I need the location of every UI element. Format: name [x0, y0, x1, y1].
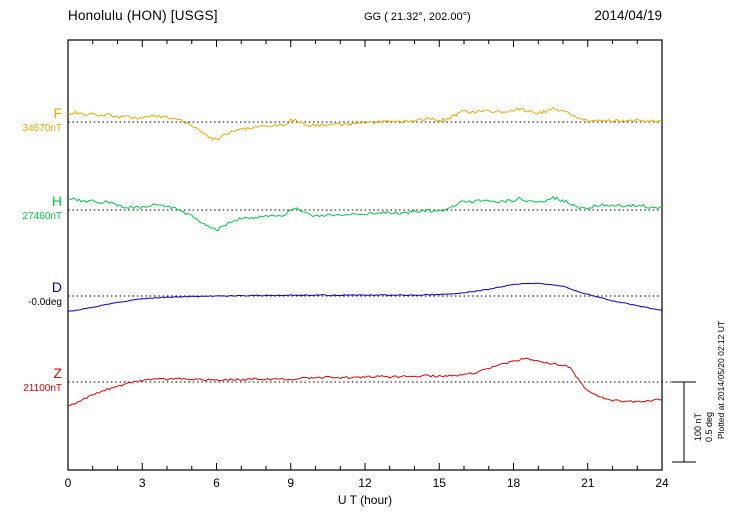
x-tick-label: 9 — [287, 476, 295, 490]
x-tick-label: 24 — [655, 476, 669, 490]
x-tick-label: 6 — [213, 476, 220, 490]
x-tick-label: 18 — [506, 476, 521, 490]
plotted-at-note: Plotted at 2014/05/20 02:12 UT — [716, 320, 726, 440]
trace-D — [68, 282, 663, 312]
trace-label-H: H — [51, 193, 62, 209]
trace-value-H: 27460nT — [22, 211, 62, 222]
trace-Z — [67, 357, 663, 407]
x-axis-label: U T (hour) — [337, 493, 393, 507]
geographic-coords: GG ( 21.32°, 202.00°) — [364, 11, 471, 23]
trace-F — [67, 106, 663, 141]
scale-bar-label-deg: 0.5 deg — [704, 411, 714, 443]
scale-bar-label-nt: 100 nT — [693, 412, 703, 442]
trace-value-D: -0.0deg — [28, 297, 62, 308]
trace-H — [67, 195, 663, 232]
trace-label-Z: Z — [53, 365, 62, 381]
x-tick-label: 0 — [64, 476, 72, 490]
x-tick-label: 3 — [138, 476, 146, 490]
trace-label-F: F — [53, 105, 62, 121]
plot-frame — [67, 39, 663, 471]
x-tick-label: 12 — [358, 476, 372, 490]
trace-value-Z: 21100nT — [23, 383, 62, 394]
trace-value-F: 34670nT — [22, 123, 62, 134]
x-tick-label: 21 — [581, 476, 595, 490]
x-tick-label: 15 — [432, 476, 446, 490]
trace-label-D: D — [51, 279, 62, 295]
plot-date: 2014/04/19 — [594, 8, 662, 23]
station-title: Honolulu (HON) [USGS] — [68, 8, 218, 23]
scale-bar-labels: 100 nT 0.5 deg — [693, 394, 717, 460]
x-axis-tick-labels: 0 3 6 9 12 15 18 21 24 — [0, 476, 730, 491]
